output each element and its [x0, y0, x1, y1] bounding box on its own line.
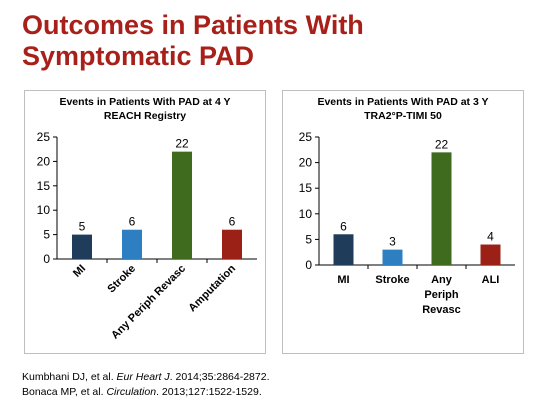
- chart-1-subtitle: REACH Registry: [103, 110, 187, 122]
- chart-2-y-tick-label: 5: [305, 232, 312, 246]
- chart-2-bar-mi: [333, 234, 354, 265]
- chart-2-category-label-line: Stroke: [375, 274, 409, 286]
- chart-tra2p-timi50: Events in Patients With PAD at 3 Y TRA2°…: [282, 90, 524, 354]
- chart-1-title: Events in Patients With PAD at 4 Y REACH…: [25, 95, 265, 123]
- chart-1-category-label: Amputation: [186, 262, 238, 314]
- chart-2-y-tick-label: 10: [299, 207, 313, 221]
- chart-1-title-text: Events in Patients With PAD at 4 Y: [59, 96, 231, 108]
- chart-1-y-tick-label: 15: [37, 179, 51, 193]
- chart-1-y-tick-label: 25: [37, 130, 51, 144]
- chart-2-y-tick-label: 0: [305, 258, 312, 272]
- chart-2-y-tick-label: 25: [299, 130, 313, 144]
- chart-2-bar-any-periph-revasc: [431, 152, 452, 265]
- slide-title-line-1: Outcomes in Patients With: [22, 10, 364, 40]
- chart-2-category-label-line: Revasc: [422, 304, 461, 316]
- chart-2-category-label-line: MI: [337, 274, 349, 286]
- chart-1-bar-stroke: [122, 229, 142, 259]
- chart-2-bar-ali: [480, 244, 501, 265]
- chart-2-data-label: 22: [435, 137, 449, 151]
- chart-1-data-label: 5: [79, 220, 86, 234]
- chart-2-data-label: 4: [487, 230, 494, 244]
- chart-2-category-label: ALI: [482, 274, 500, 286]
- chart-1-data-label: 6: [129, 215, 136, 229]
- chart-2-category-label: Stroke: [375, 274, 409, 286]
- chart-1-data-label: 22: [175, 137, 189, 151]
- chart-2-bar-stroke: [382, 249, 403, 265]
- chart-2-y-tick-label: 20: [299, 156, 313, 170]
- chart-1-y-tick-label: 5: [43, 228, 50, 242]
- chart-2-title-text: Events in Patients With PAD at 3 Y: [317, 96, 489, 108]
- references: Kumbhani DJ, et al. Eur Heart J. 2014;35…: [22, 370, 270, 400]
- chart-2-title: Events in Patients With PAD at 3 Y TRA2°…: [283, 95, 523, 123]
- chart-1-category-label: Stroke: [105, 263, 138, 296]
- chart-1-y-tick-label: 10: [37, 203, 51, 217]
- chart-2-plot: 0 5 10 15 20 25 6 MI 3 Stroke 22 Any Periph Revasc 4 AL…: [299, 130, 515, 316]
- chart-1-data-label: 6: [229, 215, 236, 229]
- chart-reach-registry: Events in Patients With PAD at 4 Y REACH…: [24, 90, 266, 354]
- chart-2-category-label-line: Periph: [424, 289, 459, 301]
- chart-2-y-tick-label: 15: [299, 181, 313, 195]
- slide-title: Outcomes in Patients With Symptomatic PA…: [22, 10, 522, 72]
- chart-1-bar-any-periph-revasc: [172, 151, 192, 259]
- chart-2-category-label-line: Any: [431, 274, 453, 286]
- slide-title-line-2: Symptomatic PAD: [22, 41, 255, 71]
- chart-1-y-tick-label: 20: [37, 154, 51, 168]
- reference-1: Kumbhani DJ, et al. Eur Heart J. 2014;35…: [22, 371, 270, 383]
- chart-2-data-label: 3: [389, 235, 396, 249]
- chart-1-bar-mi: [72, 234, 92, 259]
- chart-2-category-label-line: ALI: [482, 274, 500, 286]
- chart-2-category-label: Any Periph Revasc: [422, 274, 461, 316]
- chart-1-y-tick-label: 0: [43, 252, 50, 266]
- chart-2-category-label: MI: [337, 274, 349, 286]
- reference-2: Bonaca MP, et al. Circulation. 2013;127:…: [22, 386, 262, 398]
- chart-2-data-label: 6: [340, 219, 347, 233]
- chart-2-subtitle: TRA2°P-TIMI 50: [364, 110, 442, 122]
- chart-1-category-label: MI: [71, 263, 88, 280]
- chart-1-bar-amputation: [222, 229, 242, 259]
